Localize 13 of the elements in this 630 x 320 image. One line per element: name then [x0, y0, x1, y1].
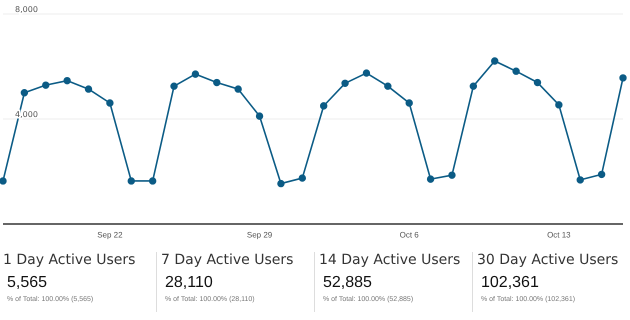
x-tick-label: Oct 13: [547, 230, 572, 240]
text: 5,565: [6, 274, 48, 292]
text: 52,885: [322, 274, 373, 292]
text: 28,110: [164, 274, 214, 292]
y-tick-label: 8,000: [15, 4, 38, 14]
text: 30 Day Active Users: [477, 252, 620, 268]
text: 7 Day Active Users: [161, 252, 294, 268]
text: 1 Day Active Users: [3, 252, 136, 268]
x-tick-label: Sep 22: [97, 230, 124, 240]
text: 14 Day Active Users: [319, 252, 462, 268]
x-tick-label: Oct 6: [400, 230, 420, 240]
x-tick-label: Sep 29: [246, 230, 273, 240]
text: 102,361: [480, 274, 540, 292]
